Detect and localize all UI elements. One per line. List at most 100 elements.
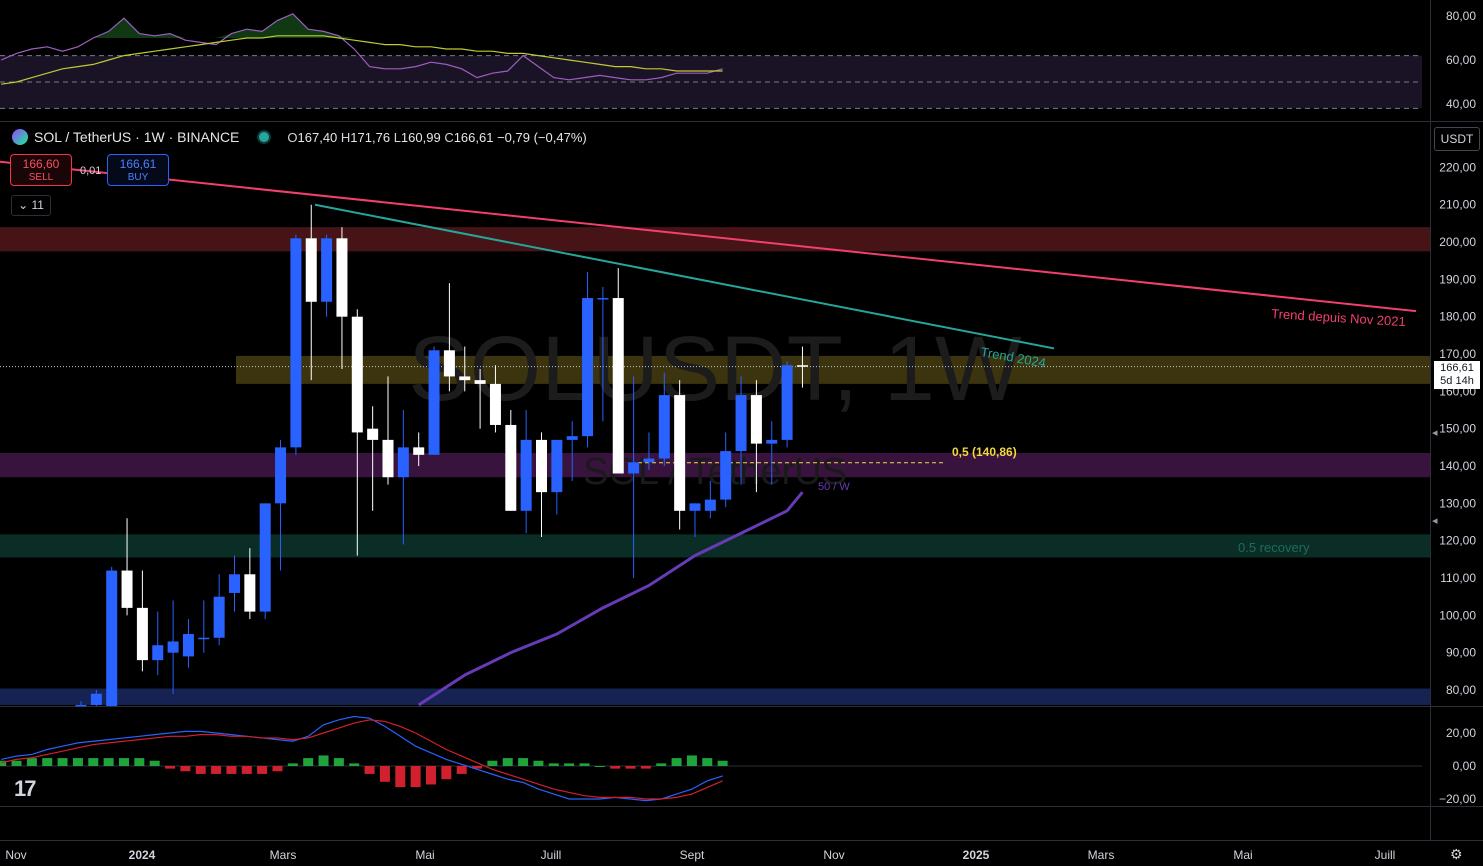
candle-body xyxy=(367,428,379,440)
candle xyxy=(198,600,210,653)
candle-body xyxy=(167,641,179,653)
candle-body xyxy=(689,503,701,511)
macd-histogram-bar xyxy=(0,760,7,766)
candle-body xyxy=(551,439,563,493)
price-tick: 220,00 xyxy=(1439,160,1476,174)
macd-histogram-bar xyxy=(702,758,713,766)
macd-histogram-bar xyxy=(103,758,114,766)
price-tick: 190,00 xyxy=(1439,272,1476,286)
macd-histogram-bar xyxy=(502,758,513,766)
macd-histogram-bar xyxy=(57,758,68,766)
candle-body xyxy=(720,451,732,500)
macd-histogram-bar xyxy=(472,766,483,769)
candle xyxy=(643,432,655,470)
buy-price: 166,61 xyxy=(119,157,157,171)
macd-histogram-bar xyxy=(656,763,667,766)
symbol-title[interactable]: SOL / TetherUS · 1W · BINANCE xyxy=(34,129,240,145)
candle xyxy=(459,346,471,392)
price-tick: 180,00 xyxy=(1439,310,1476,324)
resistance-zone xyxy=(0,227,1430,252)
ohlc-open-key: O xyxy=(287,129,298,145)
macd-histogram-bar xyxy=(165,766,176,769)
time-tick: 2025 xyxy=(963,848,990,862)
macd-histogram-bar xyxy=(379,766,390,782)
candle xyxy=(582,271,594,448)
candle xyxy=(290,234,302,455)
time-tick: Juill xyxy=(1375,848,1396,862)
candle-body xyxy=(704,499,716,511)
macd-histogram-bar xyxy=(686,755,697,766)
candle-body xyxy=(213,596,225,638)
sell-price: 166,60 xyxy=(22,157,60,171)
macd-histogram-bar xyxy=(594,766,605,767)
candle-body xyxy=(397,447,409,478)
candle-body xyxy=(229,574,240,593)
macd-histogram-bar xyxy=(349,763,360,766)
candle xyxy=(505,410,517,511)
macd-histogram-bar xyxy=(487,760,498,766)
candle xyxy=(551,439,563,515)
macd-histogram-bar xyxy=(548,763,559,766)
candle-body xyxy=(750,395,762,444)
ohlc-high-key: H xyxy=(340,129,351,145)
candle-body xyxy=(136,607,148,661)
candle-body xyxy=(75,704,87,707)
time-tick: Mars xyxy=(270,848,297,862)
candle xyxy=(413,432,425,467)
last-price-tag: 166,61 5d 14h xyxy=(1434,361,1480,389)
candle-body xyxy=(474,380,486,384)
candle-body xyxy=(259,503,271,612)
macd-histogram-bar xyxy=(11,760,22,766)
candle-body xyxy=(413,447,425,455)
macd-histogram-bar xyxy=(72,758,83,766)
fib-level-label: 0,5 (140,86) xyxy=(952,445,1017,459)
candle-body xyxy=(566,436,578,440)
ohlc-low-key: L xyxy=(393,129,401,145)
price-tick: 140,00 xyxy=(1439,459,1476,473)
candle xyxy=(689,503,701,537)
settings-gear-icon[interactable]: ⚙ xyxy=(1450,846,1463,862)
candle-body xyxy=(121,570,133,608)
macd-histogram-bar xyxy=(640,766,651,769)
macd-histogram-bar xyxy=(134,758,145,766)
candle xyxy=(167,600,179,694)
macd-histogram-bar xyxy=(441,766,452,780)
candle-body xyxy=(443,350,455,377)
last-price-value: 166,61 xyxy=(1440,362,1474,374)
indicators-toggle[interactable]: ⌄ 11 xyxy=(11,195,51,216)
tradingview-logo-icon[interactable]: 17 xyxy=(14,776,37,801)
candle-body xyxy=(336,238,348,317)
macd-histogram-bar xyxy=(272,766,283,772)
price-tick: 80,00 xyxy=(1446,683,1476,697)
candle-body xyxy=(382,439,394,478)
macd-tick: 0,00 xyxy=(1453,759,1477,773)
candle xyxy=(597,286,609,422)
macd-histogram-bar xyxy=(241,766,252,774)
candle-body xyxy=(628,462,640,474)
candle-body xyxy=(536,439,547,493)
candle xyxy=(382,376,394,485)
candle xyxy=(750,380,762,493)
bar-countdown: 5d 14h xyxy=(1440,375,1474,387)
sell-button[interactable]: 166,60 SELL xyxy=(10,154,72,186)
time-tick: Juill xyxy=(541,848,562,862)
candle-body xyxy=(643,458,655,463)
candle xyxy=(674,380,686,530)
rsi-tick: 80,00 xyxy=(1446,9,1476,23)
buy-button[interactable]: 166,61 BUY xyxy=(107,154,169,186)
macd-histogram-bar xyxy=(610,766,621,769)
price-tick: 200,00 xyxy=(1439,235,1476,249)
market-status-icon[interactable] xyxy=(259,132,270,142)
symbol-watermark: SOLUSDT, 1W xyxy=(408,318,1022,420)
time-tick: Nov xyxy=(823,848,844,862)
price-tick: 170,00 xyxy=(1439,347,1476,361)
price-tick: 130,00 xyxy=(1439,496,1476,510)
candle-body xyxy=(152,645,164,661)
candle-body xyxy=(612,298,624,474)
candle-body xyxy=(198,637,210,640)
macd-histogram-bar xyxy=(88,758,99,766)
ohlc-close: 166,61 xyxy=(453,129,494,145)
candle xyxy=(336,227,348,369)
currency-button[interactable]: USDT xyxy=(1434,127,1480,151)
